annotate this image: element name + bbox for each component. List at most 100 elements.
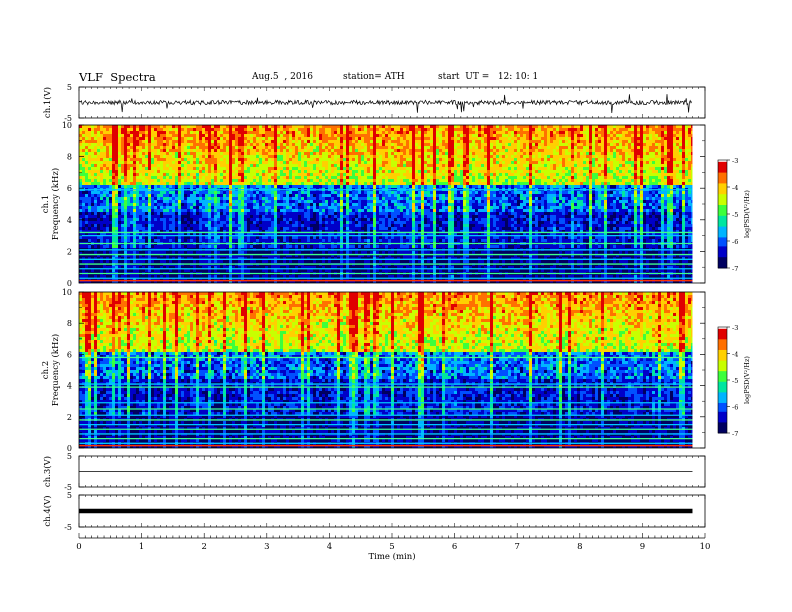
colorbar-step	[718, 181, 727, 184]
colorbar-step	[718, 327, 727, 330]
colorbar-step	[718, 244, 727, 247]
colorbar-step	[718, 425, 727, 429]
y-tick-label: 8	[67, 319, 72, 328]
colorbar-step	[718, 253, 727, 256]
x-tick-label: 8	[577, 542, 582, 552]
colorbar-step	[718, 176, 727, 179]
colorbar-step	[718, 196, 727, 199]
colorbar-step	[718, 376, 727, 379]
colorbar-step	[718, 427, 727, 430]
colorbar-step	[718, 392, 727, 395]
y-tick-label: 5	[67, 452, 72, 461]
colorbar-step	[718, 397, 727, 400]
colorbar-step	[718, 349, 727, 353]
x-tick-label: 2	[201, 542, 206, 552]
y-axis-label: ch.3(V)	[42, 456, 53, 487]
colorbar-tick-label: -7	[732, 265, 738, 273]
colorbar-step	[718, 395, 727, 399]
colorbar-step	[718, 223, 727, 226]
date-label: Aug.5 , 2016	[252, 72, 313, 82]
colorbar-step	[718, 420, 727, 423]
colorbar-step	[718, 341, 727, 344]
colorbar-step	[718, 214, 727, 217]
colorbar-tick-label: -4	[732, 351, 738, 359]
y-axis-label-channel: ch.2	[41, 361, 51, 379]
colorbar-step	[718, 417, 727, 420]
ch1-spectrogram-cells	[79, 125, 693, 283]
colorbar-step	[718, 251, 727, 255]
x-tick-label: 6	[452, 542, 457, 552]
y-tick-label: 6	[67, 184, 72, 193]
colorbar-step	[718, 183, 727, 186]
start-ut-label: start UT = 12: 10: 1	[438, 72, 538, 82]
colorbar-step	[718, 187, 727, 190]
axis-text: 5-5ch.1(V)-3-4-5-6-7logPSD(V²/Hz)0246810…	[41, 83, 751, 562]
colorbar-step	[718, 364, 727, 367]
colorbar-tick-label: -3	[732, 157, 738, 165]
colorbar-step	[718, 328, 727, 332]
colorbar-tick-label: -6	[732, 238, 738, 246]
colorbar-step	[718, 262, 727, 265]
colorbar-step	[718, 385, 727, 388]
colorbar-step	[718, 192, 727, 195]
colorbar-step	[718, 362, 727, 365]
x-axis-label: Time (min)	[368, 551, 415, 562]
colorbar-step	[718, 334, 727, 337]
colorbar-step	[718, 387, 727, 390]
colorbar-step	[718, 408, 727, 411]
colorbar-step	[718, 330, 727, 333]
colorbar-label: logPSD(V²/Hz)	[743, 190, 751, 238]
colorbar-step	[718, 372, 727, 376]
station-label: station= ATH	[343, 72, 405, 82]
y-tick-label: 2	[67, 247, 72, 256]
colorbar-step	[718, 424, 727, 427]
y-tick-label: -5	[64, 483, 72, 492]
colorbar-step	[718, 167, 727, 170]
colorbar-step	[718, 248, 727, 251]
x-tick-label: 9	[640, 542, 645, 552]
colorbar-step	[718, 365, 727, 369]
colorbar-step	[718, 185, 727, 188]
axes	[78, 86, 730, 539]
colorbar-tick-label: -5	[732, 211, 738, 219]
y-axis-label-frequency: Frequency (kHz)	[50, 334, 61, 406]
colorbar-step	[718, 169, 727, 172]
colorbar-step	[718, 190, 727, 193]
ch1-spectrogram-no-data	[692, 125, 705, 283]
ch4-voltage-frame	[78, 494, 706, 528]
colorbar-step	[718, 228, 727, 231]
colorbar-step	[718, 203, 727, 206]
colorbar-step	[718, 259, 727, 262]
colorbar-step	[718, 358, 727, 362]
y-tick-label: 0	[67, 279, 72, 288]
colorbar-step	[718, 388, 727, 392]
colorbar-step	[718, 188, 727, 192]
ch1-voltage-trace	[78, 94, 693, 114]
colorbar-step	[718, 367, 727, 370]
colorbar-step	[718, 250, 727, 253]
colorbar-step	[718, 257, 727, 260]
colorbar-step	[718, 210, 727, 213]
x-tick-label: 4	[327, 542, 332, 552]
colorbar-step	[718, 208, 727, 211]
colorbar-step	[718, 344, 727, 347]
y-tick-label: -5	[64, 523, 72, 532]
y-tick-label: 2	[67, 413, 72, 422]
colorbar-step	[718, 383, 727, 386]
colorbar-step	[718, 205, 727, 208]
colorbar-step	[718, 380, 727, 383]
colorbar-step	[718, 242, 727, 246]
colorbar-step	[718, 402, 727, 406]
colorbar-step	[718, 371, 727, 374]
colorbar-step	[718, 206, 727, 210]
y-tick-label: 5	[67, 83, 72, 92]
colorbar-step	[718, 413, 727, 416]
figure-title: VLF Spectra	[79, 70, 156, 84]
colorbar-step	[718, 224, 727, 228]
colorbar-step	[718, 342, 727, 346]
colorbar-step	[718, 237, 727, 240]
colorbar-step	[718, 239, 727, 242]
colorbar-step	[718, 351, 727, 354]
colorbar-step	[718, 348, 727, 351]
